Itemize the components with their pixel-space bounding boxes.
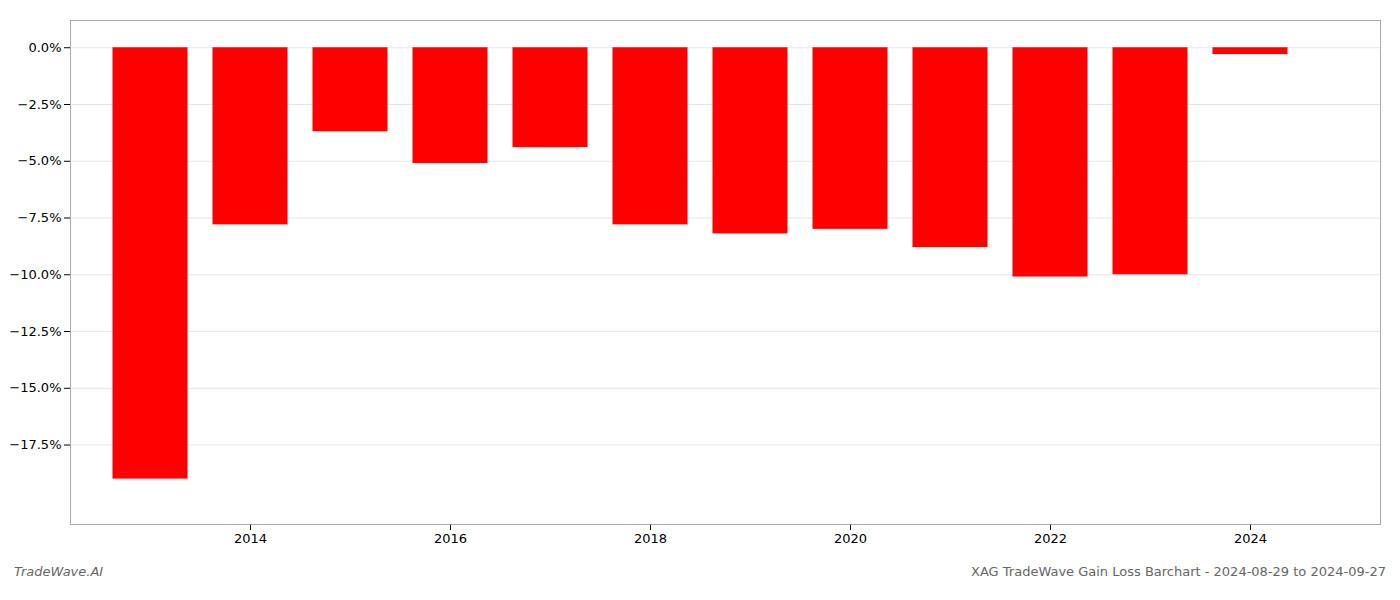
svg-text:−2.5%: −2.5% bbox=[18, 97, 62, 112]
svg-text:2014: 2014 bbox=[234, 531, 267, 546]
svg-text:2020: 2020 bbox=[834, 531, 867, 546]
html-text:TradeWave.AI: TradeWave.AI bbox=[14, 564, 104, 579]
svg-text:−5.0%: −5.0% bbox=[18, 153, 62, 168]
svg-text:−15.0%: −15.0% bbox=[9, 380, 61, 395]
svg-text:−10.0%: −10.0% bbox=[9, 267, 61, 282]
svg-text:−17.5%: −17.5% bbox=[9, 437, 61, 452]
svg-text:2018: 2018 bbox=[634, 531, 667, 546]
svg-text:2016: 2016 bbox=[434, 531, 467, 546]
svg-text:−12.5%: −12.5% bbox=[9, 324, 61, 339]
svg-text:0.0%: 0.0% bbox=[28, 40, 61, 55]
svg-text:2022: 2022 bbox=[1034, 531, 1067, 546]
svg-text:−7.5%: −7.5% bbox=[18, 210, 62, 225]
svg-text:2024: 2024 bbox=[1234, 531, 1267, 546]
html-text:XAG TradeWave Gain Loss Barcha: XAG TradeWave Gain Loss Barchart - 2024-… bbox=[971, 564, 1386, 579]
